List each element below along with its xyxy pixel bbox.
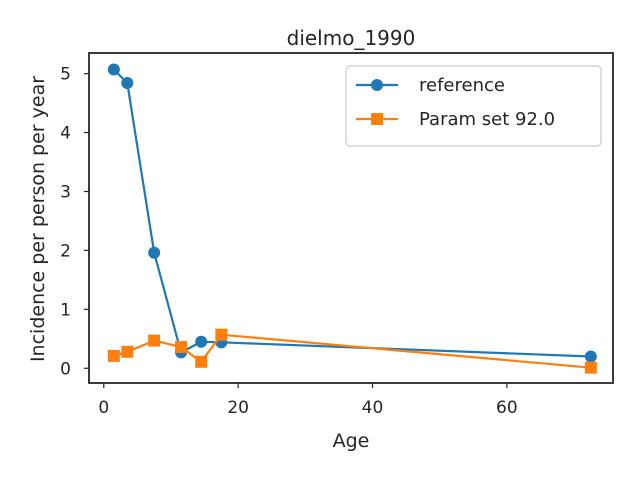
series-2-point <box>148 334 161 347</box>
legend-marker-circle <box>371 79 383 91</box>
series-2-point <box>121 345 134 358</box>
series-1-point <box>195 335 208 348</box>
y-tick-label: 4 <box>60 124 71 144</box>
series-1-point <box>121 77 134 90</box>
x-tick-label: 40 <box>362 398 384 418</box>
legend-label: Param set 92.0 <box>419 109 555 130</box>
series-1-point <box>107 63 120 76</box>
y-tick-label: 5 <box>60 65 71 85</box>
series-1-point <box>584 350 597 363</box>
legend-label: reference <box>419 75 505 96</box>
y-tick-label: 1 <box>60 300 71 320</box>
series-1-point <box>148 246 161 259</box>
x-tick-label: 60 <box>496 398 518 418</box>
y-tick-label: 0 <box>60 359 71 379</box>
series-2-point <box>175 341 188 354</box>
legend-box <box>345 65 602 147</box>
series-2-point <box>215 328 228 341</box>
series-layer <box>107 63 597 374</box>
axes-frame <box>88 52 614 384</box>
y-tick-label: 3 <box>60 182 71 202</box>
legend: reference Param set 92.0 <box>345 65 602 147</box>
series-2-point <box>584 361 597 374</box>
x-tick-label: 0 <box>98 398 109 418</box>
x-axis-label: Age <box>333 430 370 452</box>
y-axis-label: Incidence per person per year <box>27 76 49 362</box>
series-2-point <box>195 355 208 368</box>
chart-title: dielmo_1990 <box>287 26 416 50</box>
plot-area: 0 20 40 60 0 1 2 3 4 5 <box>60 52 614 418</box>
series-2-point <box>107 349 120 362</box>
legend-marker-square <box>371 113 383 125</box>
x-tick-label: 20 <box>227 398 249 418</box>
y-tick-label: 2 <box>60 241 71 261</box>
